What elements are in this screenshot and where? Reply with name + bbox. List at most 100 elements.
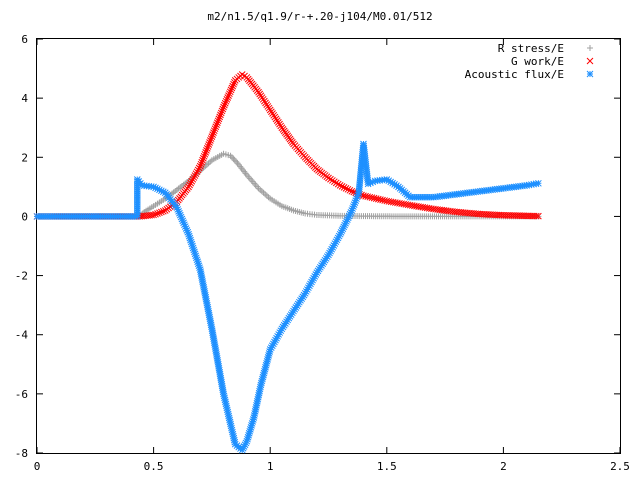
data-point	[343, 218, 350, 225]
data-point	[364, 193, 372, 201]
data-point	[328, 245, 336, 253]
data-point	[352, 197, 360, 205]
y-tick-label: -4	[15, 329, 29, 342]
data-point	[204, 143, 212, 150]
data-point	[177, 213, 185, 221]
data-point	[259, 375, 266, 383]
data-point	[187, 179, 195, 187]
data-point	[224, 94, 232, 101]
data-point	[370, 194, 378, 202]
data-point	[264, 354, 272, 361]
data-point	[187, 236, 194, 244]
data-point	[369, 178, 377, 186]
y-tick-label: 4	[21, 92, 28, 105]
data-point	[264, 356, 271, 363]
data-point	[173, 204, 181, 211]
data-point	[154, 210, 161, 217]
data-point	[272, 336, 279, 344]
data-point	[246, 427, 254, 435]
data-point	[265, 352, 272, 359]
data-point	[223, 96, 231, 103]
data-point	[199, 156, 206, 164]
data-point	[194, 166, 202, 174]
legend-marker	[586, 57, 594, 65]
data-point	[219, 105, 227, 113]
data-point	[327, 247, 334, 255]
data-point	[342, 184, 350, 192]
x-tick-label: 1	[267, 460, 274, 473]
data-point	[229, 82, 237, 90]
data-point	[159, 207, 167, 215]
data-point	[305, 284, 312, 292]
data-point	[302, 288, 310, 295]
data-point	[222, 97, 230, 105]
data-point	[351, 199, 359, 206]
data-point	[362, 192, 369, 200]
data-point	[347, 208, 355, 216]
data-point	[227, 86, 235, 94]
data-point	[329, 243, 337, 251]
data-point	[239, 444, 247, 452]
legend-marker	[587, 45, 593, 51]
data-point	[179, 217, 187, 225]
data-point	[195, 262, 203, 270]
data-point	[345, 212, 353, 220]
data-point	[206, 139, 213, 146]
data-point	[199, 154, 207, 162]
data-point	[364, 180, 372, 188]
data-point	[215, 115, 223, 123]
y-tick-label: -8	[15, 447, 28, 460]
data-point	[245, 429, 253, 437]
data-point	[185, 232, 193, 240]
data-point	[247, 425, 254, 433]
data-point	[185, 230, 192, 238]
data-point	[176, 211, 184, 219]
data-point	[214, 117, 222, 125]
data-point	[334, 180, 342, 188]
y-tick-label: 6	[21, 33, 28, 46]
data-point	[152, 210, 159, 218]
data-point	[148, 211, 155, 219]
data-point	[208, 133, 216, 140]
data-point	[228, 84, 236, 92]
legend-label: G work/E	[511, 55, 564, 68]
data-point	[307, 280, 314, 288]
data-point	[340, 183, 348, 191]
data-point	[205, 141, 213, 148]
data-point	[349, 205, 356, 212]
data-point	[200, 152, 208, 160]
data-point	[190, 246, 198, 254]
data-point	[341, 221, 348, 229]
data-point	[273, 334, 280, 342]
data-point	[196, 162, 204, 170]
series-0	[34, 150, 542, 220]
x-tick-label: 1.5	[377, 460, 397, 473]
data-point	[336, 230, 344, 238]
data-point	[301, 289, 309, 297]
data-point	[261, 367, 268, 375]
data-point	[213, 119, 221, 127]
data-point	[330, 242, 338, 249]
data-point	[207, 135, 215, 142]
data-point	[387, 178, 395, 186]
data-point	[263, 357, 271, 365]
data-point	[258, 379, 265, 387]
data-point	[186, 234, 194, 242]
data-point	[150, 183, 157, 191]
data-marks	[33, 71, 542, 454]
data-point	[332, 179, 340, 187]
data-point	[311, 273, 319, 280]
data-point	[261, 365, 269, 373]
data-point	[310, 274, 318, 282]
data-point	[389, 179, 396, 187]
data-point	[241, 441, 249, 449]
data-point	[210, 129, 217, 136]
data-point	[175, 208, 182, 215]
x-tick-label: 0.5	[144, 460, 164, 473]
data-point	[218, 107, 226, 115]
data-point	[240, 443, 248, 450]
data-point	[187, 238, 195, 246]
data-point	[194, 260, 202, 268]
data-point	[353, 195, 360, 203]
